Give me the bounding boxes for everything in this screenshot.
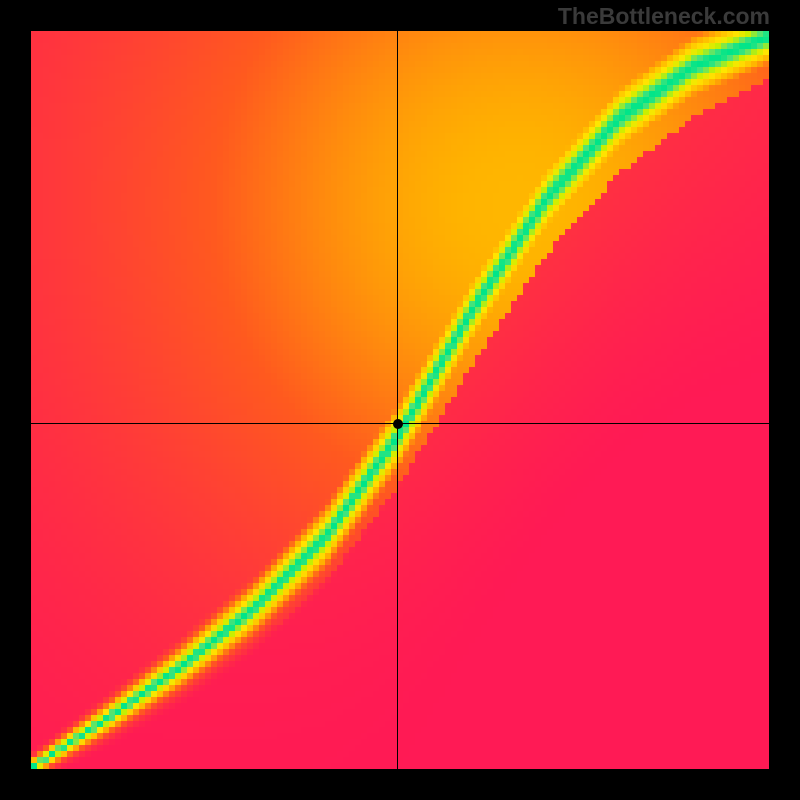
chart-container: TheBottleneck.com [0, 0, 800, 800]
watermark-text: TheBottleneck.com [558, 3, 770, 30]
bottleneck-heatmap [31, 31, 769, 769]
crosshair-marker-dot [393, 419, 403, 429]
crosshair-vertical [397, 31, 398, 769]
